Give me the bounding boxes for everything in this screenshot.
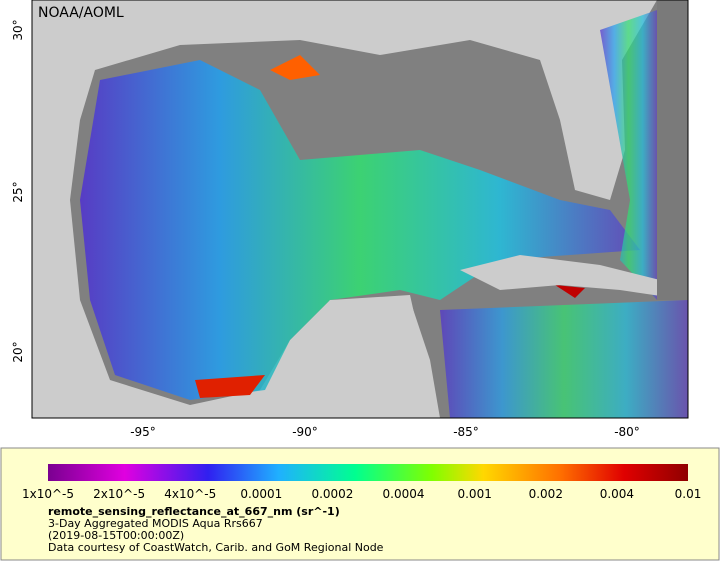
colorbar-tick-label: 0.0002	[311, 487, 353, 501]
colorbar-tick-label: 1x10^-5	[22, 487, 74, 501]
colorbar-tick-label: 2x10^-5	[93, 487, 145, 501]
reflectance-data	[600, 10, 657, 300]
colorbar-tick-label: 0.01	[675, 487, 702, 501]
y-tick-label: 25°	[11, 181, 25, 202]
x-axis: -95° -90° -85° -80°	[130, 425, 640, 439]
reflectance-data	[440, 300, 688, 418]
reflectance-data	[80, 60, 640, 400]
colorbar-tick-label: 0.002	[529, 487, 563, 501]
x-tick-label: -90°	[292, 425, 318, 439]
y-tick-label: 20°	[11, 341, 25, 362]
colorbar-tick-label: 0.0004	[383, 487, 425, 501]
caption-variable: remote_sensing_reflectance_at_667_nm (sr…	[48, 505, 340, 518]
reflectance-high	[195, 375, 265, 398]
map-frame	[31, 0, 689, 419]
caption-date: (2019-08-15T00:00:00Z)	[48, 529, 184, 542]
colorbar-tick-label: 0.001	[457, 487, 491, 501]
no-data-strip	[657, 0, 688, 300]
colorbar-tick-label: 0.004	[600, 487, 634, 501]
x-tick-label: -85°	[453, 425, 479, 439]
cuba	[460, 255, 688, 300]
caption-source: Data courtesy of CoastWatch, Carib. and …	[48, 541, 384, 554]
colorbar-tick-label: 4x10^-5	[164, 487, 216, 501]
y-tick-label: 30°	[11, 19, 25, 40]
reflectance-high	[270, 55, 320, 80]
x-tick-label: -95°	[130, 425, 156, 439]
credit: NOAA/AOML	[38, 5, 124, 21]
colorbar-tick-label: 0.0001	[240, 487, 282, 501]
y-axis: 30° 25° 20°	[11, 19, 25, 362]
yucatan	[270, 295, 430, 418]
caption-product: 3-Day Aggregated MODIS Aqua Rrs667	[48, 517, 263, 530]
reflectance-high	[555, 285, 585, 298]
x-tick-label: -80°	[614, 425, 640, 439]
colorbar	[48, 464, 688, 481]
colorbar-ticks: 1x10^-5 2x10^-5 4x10^-5 0.0001 0.0002 0.0004 0…	[22, 487, 701, 501]
